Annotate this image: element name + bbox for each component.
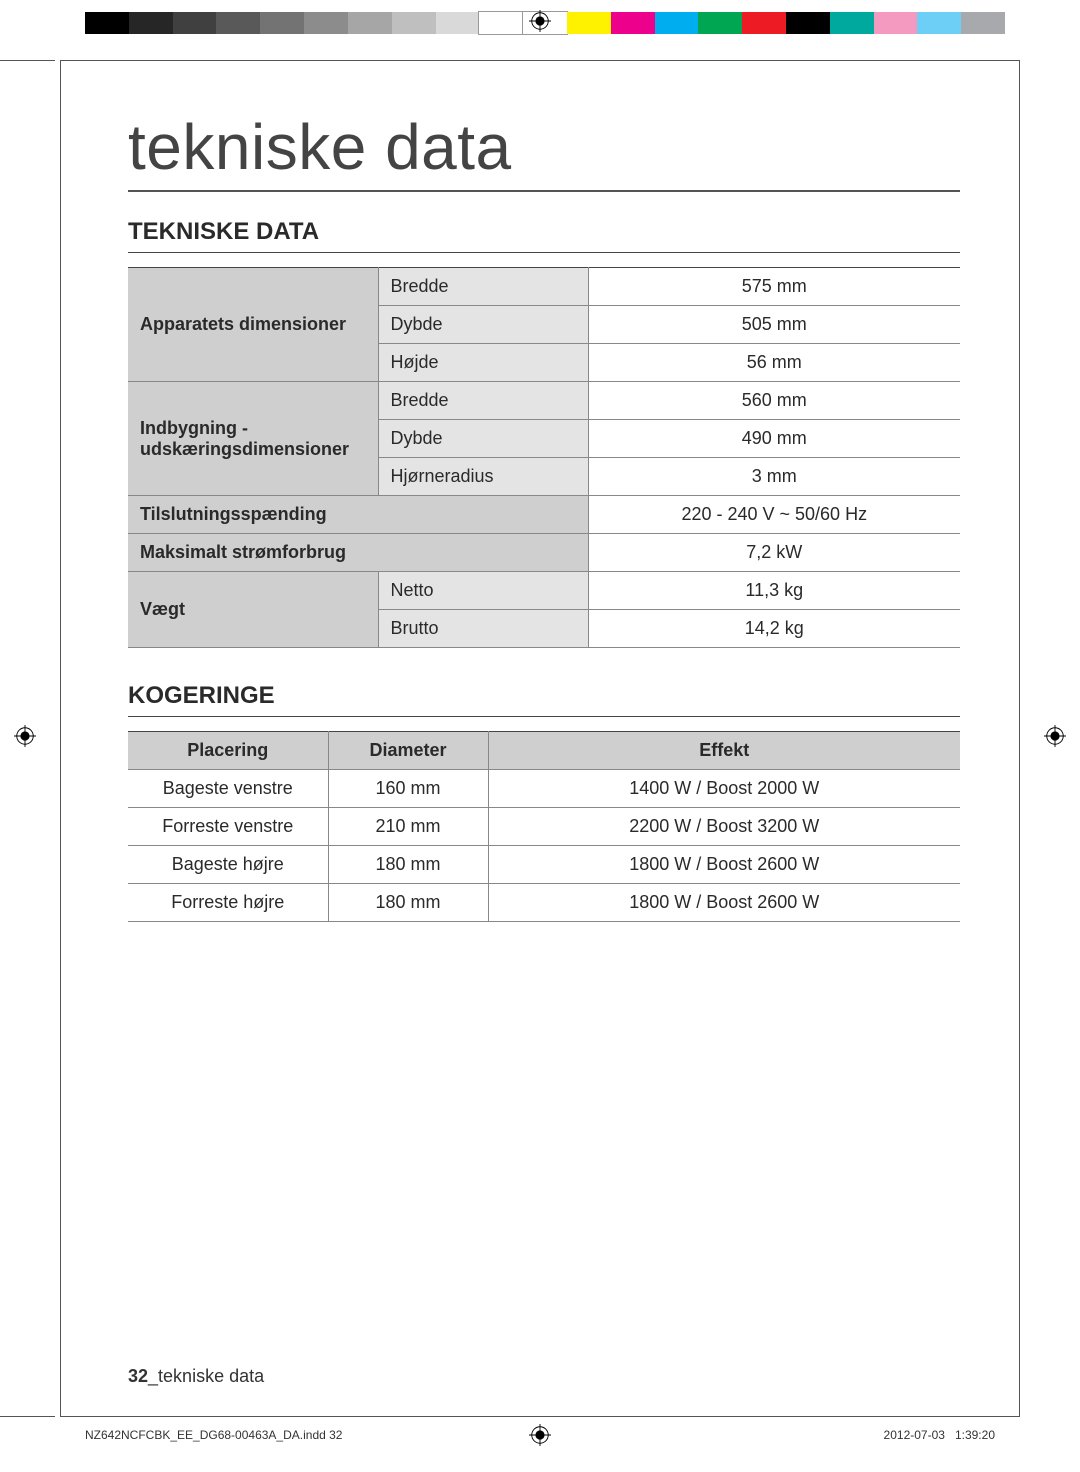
spec-table: Apparatets dimensioner Bredde 575 mm Dyb… xyxy=(128,267,960,648)
table-cell: 160 mm xyxy=(328,770,488,808)
table-sublabel: Netto xyxy=(378,572,588,610)
table-cell: 1400 W / Boost 2000 W xyxy=(488,770,960,808)
page-content: tekniske data TEKNISKE DATA Apparatets d… xyxy=(128,110,960,1392)
table-cell: Forreste venstre xyxy=(128,808,328,846)
print-timestamp: 2012-07-03 1:39:20 xyxy=(884,1428,995,1442)
registration-mark-right xyxy=(1044,725,1066,747)
section-heading-tekniske-data: TEKNISKE DATA xyxy=(128,218,960,253)
table-value: 7,2 kW xyxy=(588,534,960,572)
table-sublabel: Dybde xyxy=(378,420,588,458)
registration-mark-top xyxy=(529,10,551,32)
table-value: 505 mm xyxy=(588,306,960,344)
footer-label: tekniske data xyxy=(158,1366,264,1386)
crop-tick xyxy=(0,60,55,61)
table-value: 575 mm xyxy=(588,268,960,306)
table-value: 560 mm xyxy=(588,382,960,420)
print-metadata: NZ642NCFCBK_EE_DG68-00463A_DA.indd 32 20… xyxy=(85,1428,995,1442)
table-value: 14,2 kg xyxy=(588,610,960,648)
table-value: 490 mm xyxy=(588,420,960,458)
table-cell: 210 mm xyxy=(328,808,488,846)
table-cell: 180 mm xyxy=(328,846,488,884)
print-filename: NZ642NCFCBK_EE_DG68-00463A_DA.indd 32 xyxy=(85,1428,342,1442)
crop-tick xyxy=(0,1416,55,1417)
table-sublabel: Bredde xyxy=(378,268,588,306)
table-cell: Bageste venstre xyxy=(128,770,328,808)
page-title: tekniske data xyxy=(128,110,960,192)
table-header: Effekt xyxy=(488,732,960,770)
table-cell: Bageste højre xyxy=(128,846,328,884)
table-value: 56 mm xyxy=(588,344,960,382)
table-cell: Forreste højre xyxy=(128,884,328,922)
table-value: 220 - 240 V ~ 50/60 Hz xyxy=(588,496,960,534)
page-number: 32 xyxy=(128,1366,148,1386)
section-heading-kogeringe: KOGERINGE xyxy=(128,682,960,717)
table-cell: 1800 W / Boost 2600 W xyxy=(488,846,960,884)
table-cell: 180 mm xyxy=(328,884,488,922)
page-footer: 32_tekniske data xyxy=(128,1366,960,1387)
table-label: Vægt xyxy=(128,572,378,648)
table-label: Maksimalt strømforbrug xyxy=(128,534,588,572)
table-sublabel: Højde xyxy=(378,344,588,382)
table-cell: 2200 W / Boost 3200 W xyxy=(488,808,960,846)
rings-table: Placering Diameter Effekt Bageste venstr… xyxy=(128,731,960,922)
table-header: Diameter xyxy=(328,732,488,770)
table-sublabel: Hjørneradius xyxy=(378,458,588,496)
table-sublabel: Brutto xyxy=(378,610,588,648)
table-label: Tilslutningsspænding xyxy=(128,496,588,534)
table-sublabel: Dybde xyxy=(378,306,588,344)
table-value: 3 mm xyxy=(588,458,960,496)
table-value: 11,3 kg xyxy=(588,572,960,610)
table-header: Placering xyxy=(128,732,328,770)
table-label: Indbygning - udskæringsdimensioner xyxy=(128,382,378,496)
table-sublabel: Bredde xyxy=(378,382,588,420)
registration-mark-left xyxy=(14,725,36,747)
table-cell: 1800 W / Boost 2600 W xyxy=(488,884,960,922)
table-label: Apparatets dimensioner xyxy=(128,268,378,382)
